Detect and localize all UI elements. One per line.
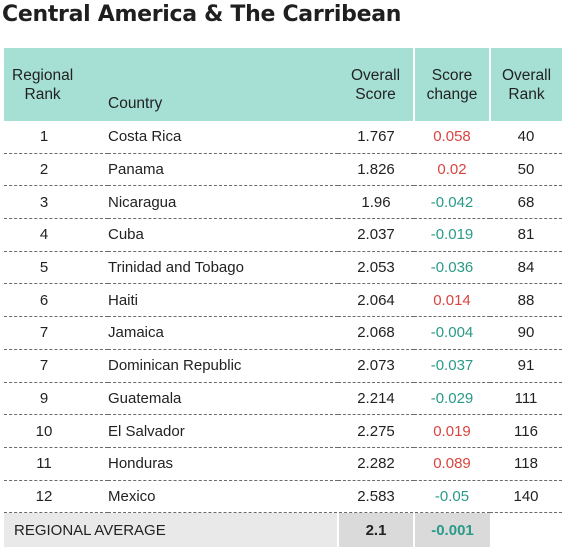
table-row: 5 Trinidad and Tobago 2.053 -0.036 84 bbox=[4, 251, 562, 285]
overall-score-cell: 2.068 bbox=[338, 316, 414, 350]
overall-score-cell: 2.053 bbox=[338, 251, 414, 285]
header-overall-score: Overall Score bbox=[338, 48, 414, 121]
header-country: Country bbox=[108, 48, 338, 121]
regional-rank-cell: 3 bbox=[4, 185, 108, 220]
regional-rank-cell: 2 bbox=[4, 153, 108, 187]
country-cell: Nicaragua bbox=[108, 185, 338, 220]
country-cell: Panama bbox=[108, 153, 338, 187]
score-change-cell: -0.036 bbox=[414, 251, 490, 285]
overall-rank-cell: 111 bbox=[490, 382, 562, 416]
country-cell: Costa Rica bbox=[108, 121, 338, 154]
score-change-cell: 0.019 bbox=[414, 414, 490, 448]
rankings-table: Regional Rank Country Overall Score Score c… bbox=[4, 48, 562, 547]
score-change-cell: 0.089 bbox=[414, 447, 490, 481]
table-row: 1 Costa Rica 1.767 0.058 40 bbox=[4, 121, 562, 154]
header-row: Regional Rank Country Overall Score Score c… bbox=[4, 48, 562, 121]
overall-rank-cell: 118 bbox=[490, 447, 562, 481]
country-cell: Jamaica bbox=[108, 316, 338, 350]
score-change-cell: 0.058 bbox=[414, 121, 490, 154]
country-cell: Guatemala bbox=[108, 382, 338, 416]
country-cell: Dominican Republic bbox=[108, 349, 338, 383]
country-cell: Trinidad and Tobago bbox=[108, 251, 338, 285]
table-row: 9 Guatemala 2.214 -0.029 111 bbox=[4, 382, 562, 416]
table-row: 4 Cuba 2.037 -0.019 81 bbox=[4, 218, 562, 252]
regional-rank-cell: 10 bbox=[4, 414, 108, 448]
table-row: 2 Panama 1.826 0.02 50 bbox=[4, 153, 562, 187]
country-cell: Haiti bbox=[108, 283, 338, 318]
country-cell: Honduras bbox=[108, 447, 338, 481]
average-row: REGIONAL AVERAGE 2.1 -0.001 bbox=[4, 512, 562, 547]
average-change: -0.001 bbox=[413, 512, 490, 547]
regional-rank-cell: 6 bbox=[4, 283, 108, 318]
table-row: 10 El Salvador 2.275 0.019 116 bbox=[4, 414, 562, 448]
score-change-cell: -0.029 bbox=[414, 382, 490, 416]
regional-rank-cell: 5 bbox=[4, 251, 108, 285]
country-cell: Cuba bbox=[108, 218, 338, 252]
regional-rank-cell: 9 bbox=[4, 382, 108, 416]
table-row: 11 Honduras 2.282 0.089 118 bbox=[4, 447, 562, 481]
regional-rank-cell: 4 bbox=[4, 218, 108, 252]
overall-score-cell: 2.073 bbox=[338, 349, 414, 383]
average-score: 2.1 bbox=[337, 512, 414, 547]
header-overall-rank: Overall Rank bbox=[489, 48, 562, 121]
overall-rank-cell: 116 bbox=[490, 414, 562, 448]
overall-rank-cell: 84 bbox=[490, 251, 562, 285]
table-row: 6 Haiti 2.064 0.014 88 bbox=[4, 283, 562, 318]
score-change-cell: 0.014 bbox=[414, 283, 490, 318]
overall-rank-cell: 88 bbox=[490, 283, 562, 318]
overall-score-cell: 2.037 bbox=[338, 218, 414, 252]
header-regional-rank: Regional Rank bbox=[4, 48, 108, 121]
score-change-cell: -0.05 bbox=[414, 480, 490, 514]
overall-rank-cell: 50 bbox=[490, 153, 562, 187]
table-row: 12 Mexico 2.583 -0.05 140 bbox=[4, 480, 562, 514]
regional-rank-cell: 7 bbox=[4, 349, 108, 383]
overall-score-cell: 1.96 bbox=[338, 185, 414, 220]
overall-rank-cell: 91 bbox=[490, 349, 562, 383]
overall-rank-cell: 81 bbox=[490, 218, 562, 252]
overall-rank-cell: 68 bbox=[490, 185, 562, 220]
regional-rank-cell: 1 bbox=[4, 121, 108, 154]
overall-rank-cell: 140 bbox=[490, 480, 562, 514]
country-cell: Mexico bbox=[108, 480, 338, 514]
average-label: REGIONAL AVERAGE bbox=[4, 512, 338, 547]
score-change-cell: -0.042 bbox=[414, 185, 490, 220]
header-score-change: Score change bbox=[413, 48, 490, 121]
table-row: 7 Jamaica 2.068 -0.004 90 bbox=[4, 316, 562, 350]
overall-score-cell: 2.214 bbox=[338, 382, 414, 416]
regional-rank-cell: 11 bbox=[4, 447, 108, 481]
page-title: Central America & The Carribean bbox=[2, 2, 402, 27]
score-change-cell: -0.019 bbox=[414, 218, 490, 252]
overall-score-cell: 2.583 bbox=[338, 480, 414, 514]
table-row: 3 Nicaragua 1.96 -0.042 68 bbox=[4, 185, 562, 220]
regional-rank-cell: 12 bbox=[4, 480, 108, 514]
table-row: 7 Dominican Republic 2.073 -0.037 91 bbox=[4, 349, 562, 383]
score-change-cell: -0.037 bbox=[414, 349, 490, 383]
overall-rank-cell: 90 bbox=[490, 316, 562, 350]
overall-rank-cell: 40 bbox=[490, 121, 562, 154]
country-cell: El Salvador bbox=[108, 414, 338, 448]
overall-score-cell: 1.826 bbox=[338, 153, 414, 187]
regional-rank-cell: 7 bbox=[4, 316, 108, 350]
score-change-cell: 0.02 bbox=[414, 153, 490, 187]
overall-score-cell: 2.282 bbox=[338, 447, 414, 481]
overall-score-cell: 2.275 bbox=[338, 414, 414, 448]
score-change-cell: -0.004 bbox=[414, 316, 490, 350]
overall-score-cell: 2.064 bbox=[338, 283, 414, 318]
overall-score-cell: 1.767 bbox=[338, 121, 414, 154]
